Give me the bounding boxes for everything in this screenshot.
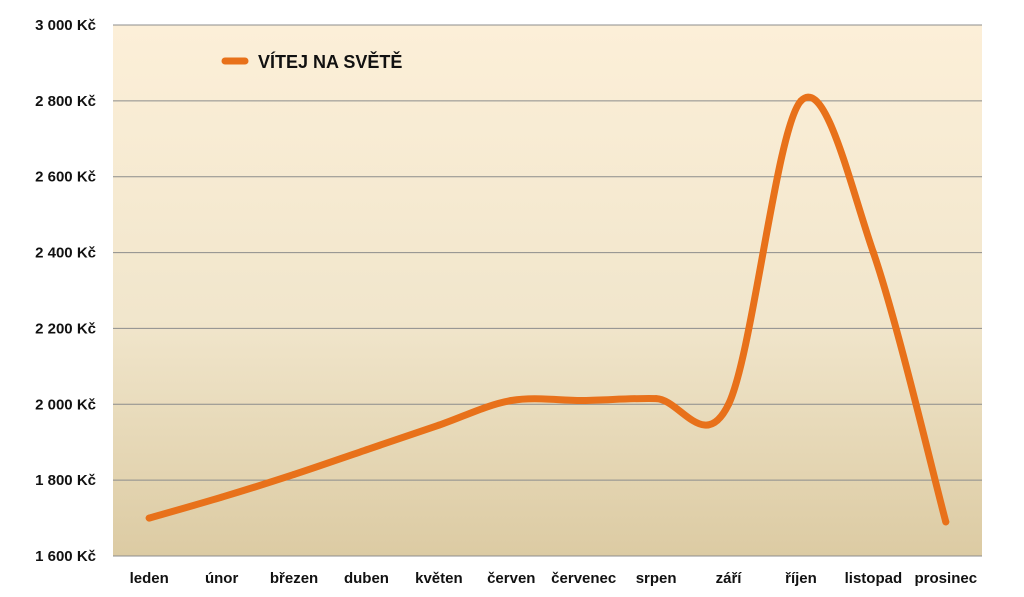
- y-tick-label: 1 800 Kč: [35, 472, 96, 489]
- y-tick-label: 2 800 Kč: [35, 93, 96, 110]
- data-point: [362, 446, 370, 454]
- data-point: [145, 514, 153, 522]
- legend: VÍTEJ NA SVĚTĚ: [221, 51, 402, 72]
- x-tick-label: srpen: [636, 570, 677, 587]
- data-point: [725, 400, 733, 408]
- x-tick-label: prosinec: [915, 570, 978, 587]
- data-point: [290, 470, 298, 478]
- x-tick-label: září: [716, 570, 743, 587]
- x-axis: leden únor březen duben květen červen červenec…: [130, 570, 977, 587]
- x-tick-label: červenec: [551, 570, 616, 587]
- data-point: [507, 396, 515, 404]
- y-tick-label: 3 000 Kč: [35, 17, 96, 34]
- legend-label: VÍTEJ NA SVĚTĚ: [258, 51, 402, 72]
- y-tick-label: 2 000 Kč: [35, 396, 96, 413]
- y-tick-label: 2 600 Kč: [35, 169, 96, 186]
- data-point: [942, 518, 950, 526]
- y-tick-label: 2 200 Kč: [35, 320, 96, 337]
- data-point: [218, 493, 226, 501]
- series-group: [145, 93, 950, 526]
- x-tick-label: květen: [415, 570, 463, 587]
- x-tick-label: říjen: [785, 570, 817, 587]
- x-tick-label: březen: [270, 570, 318, 587]
- y-tick-label: 1 600 Kč: [35, 548, 96, 565]
- data-point: [797, 97, 805, 105]
- y-axis: 1 600 Kč 1 800 Kč 2 000 Kč 2 200 Kč 2 400 Kč…: [35, 17, 96, 565]
- data-point: [580, 396, 588, 404]
- series-line: [145, 93, 950, 526]
- plot-area: [113, 25, 982, 556]
- y-tick-label: 2 400 Kč: [35, 245, 96, 262]
- data-point: [435, 421, 443, 429]
- data-point: [652, 395, 660, 403]
- x-tick-label: leden: [130, 570, 169, 587]
- x-tick-label: červen: [487, 570, 535, 587]
- x-tick-label: únor: [205, 570, 238, 587]
- gridlines: [113, 24, 982, 557]
- x-tick-label: duben: [344, 570, 389, 587]
- x-tick-label: listopad: [845, 570, 903, 587]
- data-point: [869, 249, 877, 257]
